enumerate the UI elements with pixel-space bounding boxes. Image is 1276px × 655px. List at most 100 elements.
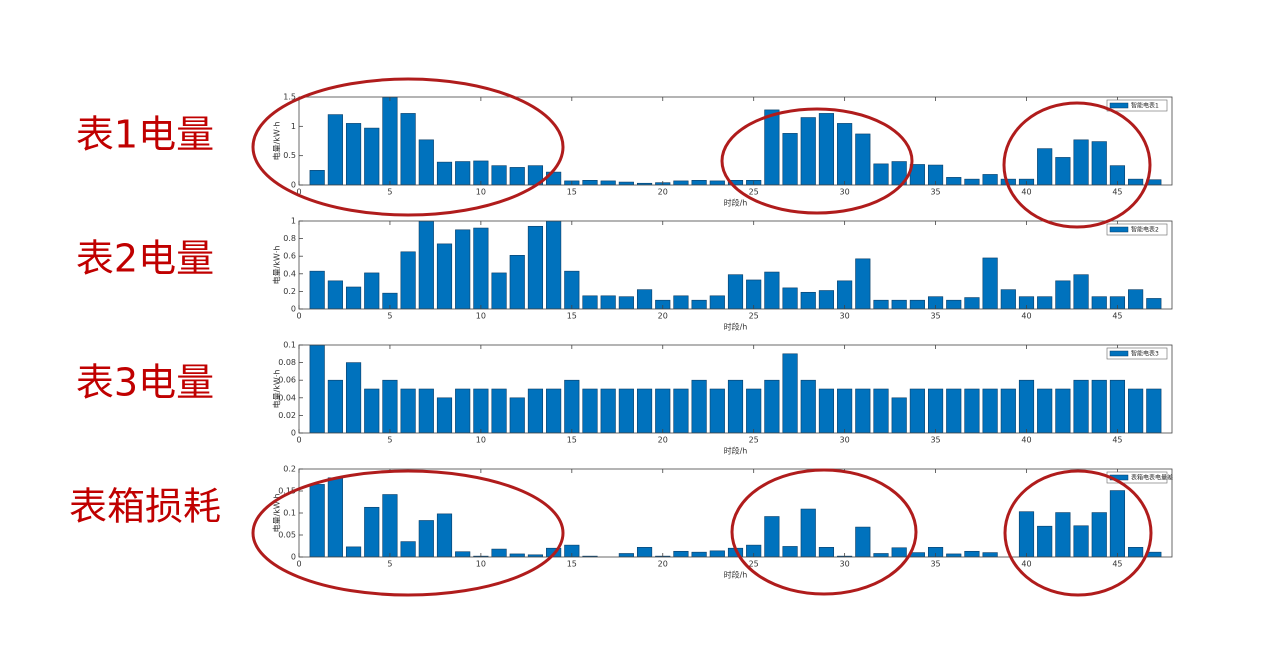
bar [709, 180, 725, 185]
bar [837, 280, 853, 309]
chart-title: 表3电量 [76, 361, 214, 405]
x-tick-label: 5 [387, 436, 392, 445]
bar [982, 552, 998, 557]
bar [673, 388, 689, 433]
bar [400, 113, 416, 185]
x-tick-label: 25 [749, 188, 759, 197]
chart: 表3电量 0 0.02 0.04 0.06 0.08 0.1 0 5 10 15 20 25 30 35 40… [76, 341, 1173, 456]
bar [746, 388, 762, 433]
x-tick-label: 0 [296, 188, 301, 197]
x-tick-label: 20 [658, 436, 668, 445]
bar [582, 295, 598, 309]
bar [800, 508, 816, 557]
bar [1091, 141, 1107, 185]
bar [909, 299, 925, 309]
bar [473, 388, 489, 433]
bar [1055, 388, 1071, 433]
bar [1037, 525, 1053, 557]
bar [636, 547, 653, 557]
y-tick-label: 0 [291, 553, 296, 562]
highlight-ellipse [730, 468, 918, 596]
y-axis-label: 电量/kW·h [272, 370, 282, 409]
legend-box [1106, 223, 1168, 236]
bar [709, 550, 725, 557]
bar [491, 272, 507, 309]
bar [946, 388, 962, 433]
y-tick-label: 0.05 [278, 531, 296, 540]
x-axis-label: 时段/h [724, 570, 748, 580]
x-tick-label: 0 [296, 436, 301, 445]
bar [382, 97, 398, 185]
bar [600, 388, 616, 433]
bar [691, 180, 707, 185]
bar [1091, 379, 1107, 433]
x-tick-label: 40 [1021, 436, 1031, 445]
x-tick-label: 0 [296, 560, 301, 569]
bar [309, 170, 325, 185]
x-tick-label: 10 [476, 560, 486, 569]
bar [691, 551, 707, 557]
chart-title: 表2电量 [76, 237, 214, 281]
bar [1109, 379, 1126, 433]
bar [891, 161, 907, 185]
y-tick-label: 0.1 [283, 509, 296, 518]
axes-box [298, 220, 1173, 310]
bar [800, 379, 816, 433]
x-tick-label: 45 [1112, 188, 1122, 197]
bar [873, 163, 889, 185]
legend-swatch [1109, 102, 1129, 109]
bar [691, 299, 707, 309]
x-axis-label: 时段/h [724, 322, 748, 332]
x-tick-label: 35 [930, 188, 940, 197]
bar [709, 388, 725, 433]
bar [855, 388, 871, 433]
bar [436, 161, 453, 185]
bar [1128, 547, 1144, 557]
highlight-ellipse [1003, 469, 1153, 597]
bar [546, 388, 562, 433]
bar [818, 113, 835, 185]
axes-box [298, 96, 1173, 186]
bar [964, 388, 980, 433]
bar [782, 287, 798, 309]
y-axis-label: 电量/kW·h [272, 246, 282, 285]
x-tick-label: 20 [658, 312, 668, 321]
bar [782, 546, 798, 557]
y-tick-label: 0.4 [283, 269, 296, 278]
bar [527, 165, 544, 185]
bar [473, 227, 489, 309]
highlight-ellipse [720, 107, 914, 215]
bar [764, 379, 780, 433]
bar [418, 388, 434, 433]
y-tick-label: 0.1 [283, 341, 296, 350]
bar [509, 397, 525, 433]
bar [364, 388, 380, 433]
bar [1055, 512, 1071, 557]
bar [964, 550, 980, 557]
bar [1073, 379, 1089, 433]
bar [582, 388, 598, 433]
bar [1091, 296, 1107, 309]
bar [655, 299, 671, 309]
bar [400, 388, 416, 433]
bar [746, 279, 762, 309]
bar [673, 180, 689, 185]
x-tick-label: 45 [1112, 312, 1122, 321]
bar [618, 553, 634, 557]
bar [891, 397, 907, 433]
bar [873, 388, 889, 433]
bar [782, 353, 798, 433]
x-tick-label: 35 [930, 560, 940, 569]
y-tick-label: 0 [291, 181, 296, 190]
bar [855, 258, 871, 309]
x-tick-label: 0 [296, 312, 301, 321]
bar [873, 299, 889, 309]
x-axis-label: 时段/h [724, 198, 748, 208]
bar [600, 180, 616, 185]
bar [691, 379, 707, 433]
bar [327, 280, 343, 309]
bar [800, 117, 816, 185]
x-tick-label: 35 [930, 436, 940, 445]
x-tick-label: 5 [387, 188, 392, 197]
